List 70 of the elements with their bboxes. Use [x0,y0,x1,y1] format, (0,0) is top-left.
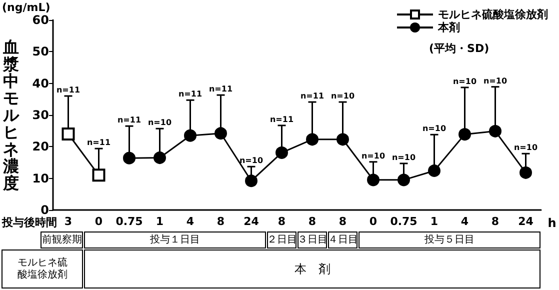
point [428,164,440,177]
x-tick-label: 4 [460,215,469,228]
y-tick-label: 50 [32,44,49,59]
x-axis-title: 投与後時間 [1,216,57,229]
point [154,152,166,164]
annotation: n=11 [208,84,233,94]
text: 本 剤 [294,262,330,276]
x-tick-label: 1 [156,215,164,228]
annotation: n=10 [148,118,172,128]
x-tick-label: 0 [369,215,378,228]
text: モルヒネ硫酸塩徐放剤 [17,256,68,280]
point [214,127,227,140]
y-tick-label: 10 [32,171,49,186]
point [92,168,106,182]
point [245,174,258,188]
annotation: n=10 [483,76,508,86]
annotation: n=10 [452,76,477,86]
x-tick-label: 8 [216,215,225,228]
y-tick-label: 0 [40,203,49,217]
legend-label: モルヒネ硫酸塩徐放剤 [438,8,548,21]
y-tick-label: 30 [32,108,49,122]
x-tick-label: 3 [64,215,72,228]
y-tick-label: 20 [32,140,49,154]
text: ３日目 [297,234,328,246]
x-tick-label: 1 [430,215,438,228]
y-tick-label: 40 [32,76,49,90]
text: 前観察期 [42,234,82,246]
point [458,128,471,141]
point [336,133,349,146]
annotation: n=10 [392,152,416,162]
annotation: n=10 [330,92,355,101]
annotation: n=10 [239,156,264,166]
annotation: n=11 [117,116,142,125]
point [123,152,136,164]
point [489,124,502,138]
annotation: n=11 [178,90,202,99]
x-tick-label: 8 [278,215,286,228]
point [184,129,196,142]
x-tick-label: 0 [94,215,103,228]
x-tick-label: 8 [491,215,500,228]
annotation: (平均・SD) [429,42,490,55]
text: (ng/mL) [2,1,50,14]
text: ２日目 [266,234,297,246]
x-tick-label: 4 [186,215,194,228]
legend-label: 本剤 [437,21,460,34]
annotation: n=10 [361,151,386,160]
x-tick-label: 24 [518,215,534,228]
point [306,133,318,146]
x-tick-label: 0.75 [390,215,418,228]
point [367,174,380,186]
point [276,146,288,159]
text: h [548,216,556,230]
point [520,166,532,179]
annotation: n=10 [422,124,446,134]
annotation: n=11 [270,114,294,124]
x-tick-label: 8 [308,215,316,228]
annotation: n=10 [514,143,538,152]
annotation: n=11 [300,92,324,101]
y-tick-label: 60 [32,13,49,27]
point [62,128,75,140]
text: 投与１日目 [149,234,200,246]
text: 投与５日目 [424,234,474,246]
annotation: n=11 [56,86,80,94]
x-tick-label: 8 [338,215,347,228]
text: 血漿中モルヒネ濃度 [3,38,19,192]
annotation: n=11 [86,138,111,148]
x-tick-label: 24 [244,215,260,228]
text: ４日目 [328,234,358,246]
point [398,174,410,186]
x-tick-label: 0.75 [116,215,143,228]
